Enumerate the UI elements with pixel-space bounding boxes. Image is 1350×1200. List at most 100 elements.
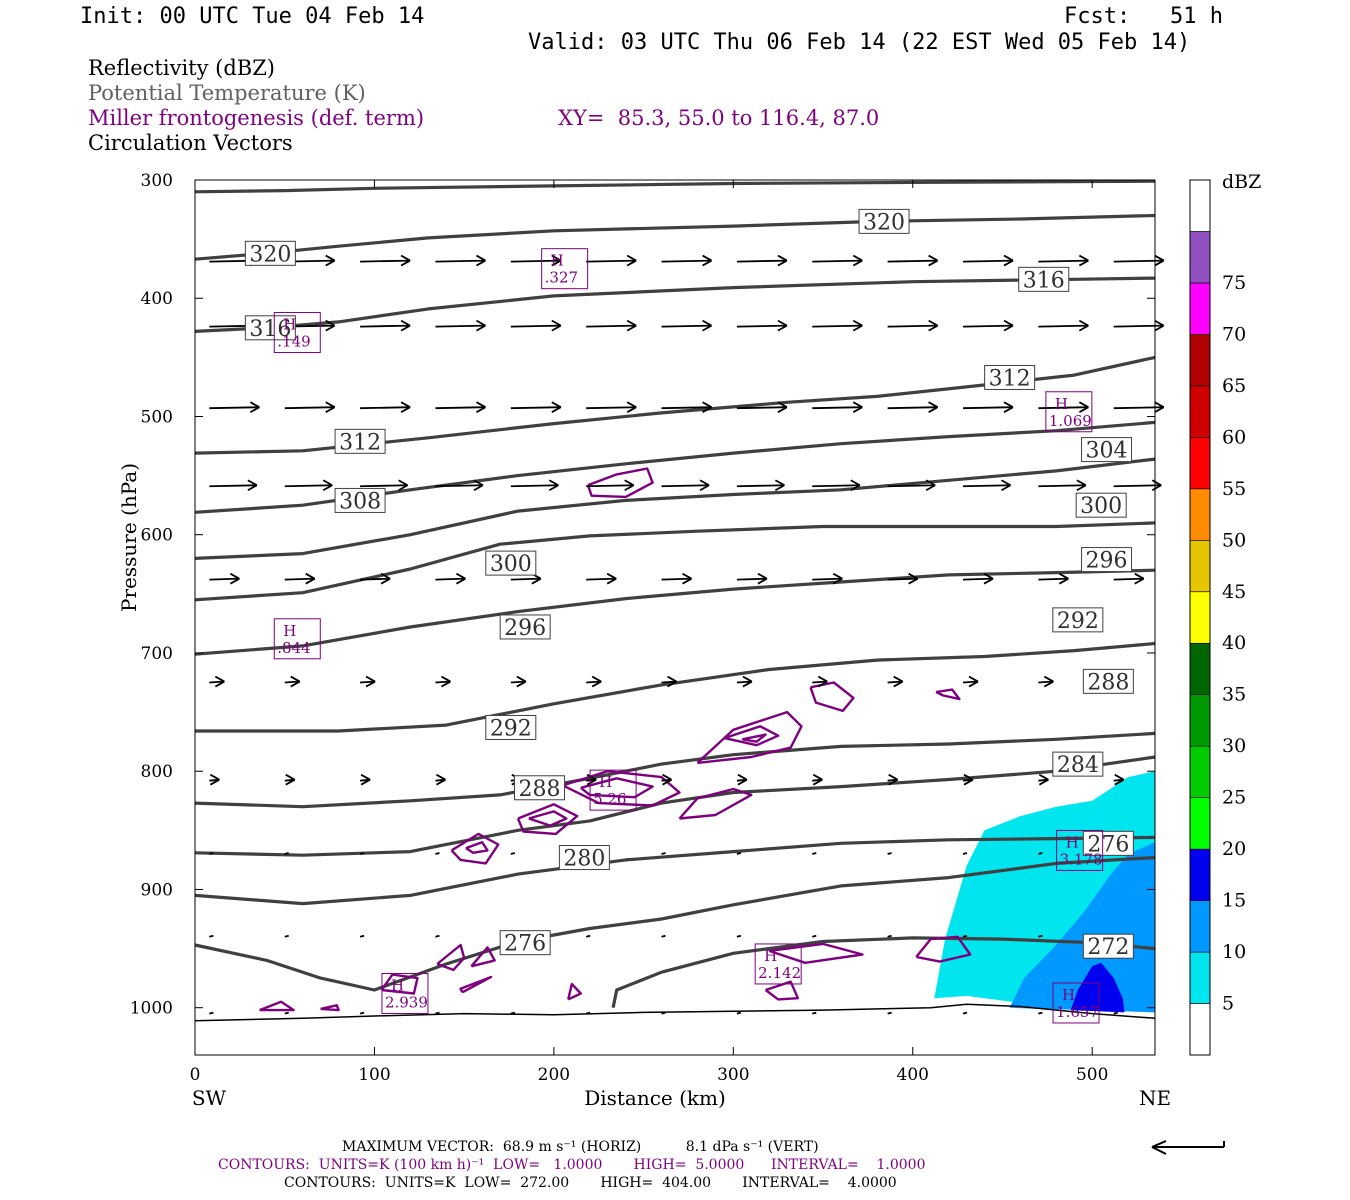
colorbar-swatch: [1189, 488, 1211, 541]
frontogenesis-high-box: [273, 618, 321, 660]
theta-label: 296: [504, 616, 546, 641]
frontogenesis-contour: [259, 1000, 295, 1012]
circulation-vector: [812, 1011, 817, 1015]
circulation-vector: [1038, 254, 1089, 267]
circulation-vector: [435, 254, 486, 267]
colorbar-label: 20: [1222, 838, 1246, 860]
frontogenesis-contour: [696, 710, 803, 765]
colorbar-label: 60: [1222, 426, 1246, 448]
frontogenesis-high-value: 2.142: [758, 964, 801, 982]
circulation-vector: [360, 401, 411, 413]
frontogenesis-contour: [459, 975, 493, 994]
frontogenesis-high-box: [381, 973, 429, 1015]
theta-label-box: [499, 614, 551, 640]
theta-label-box: [514, 775, 566, 801]
theta-label-box: [485, 714, 537, 740]
circulation-vector: [736, 572, 768, 585]
circulation-vector: [1113, 479, 1162, 492]
theta-label-box: [244, 240, 296, 266]
theta-line-280: [194, 835, 1156, 906]
theta-label: 288: [519, 777, 561, 802]
circulation-vector: [510, 852, 516, 855]
circulation-vector: [887, 401, 939, 413]
circulation-vector: [661, 401, 712, 413]
circulation-vector: [1113, 254, 1165, 267]
circulation-vector: [1038, 401, 1089, 413]
frontogenesis-high-box: [1056, 829, 1104, 871]
theta-label: 304: [1086, 439, 1128, 464]
colorbar-swatch: [1189, 179, 1211, 232]
circulation-vector: [1038, 675, 1054, 688]
frontogenesis-high-box: [1045, 391, 1093, 433]
circulation-vector: [360, 479, 409, 492]
refl-15dbz-area: [1070, 962, 1125, 1013]
theta-label: 312: [339, 430, 381, 455]
circulation-vector: [736, 319, 788, 332]
circulation-vector: [359, 852, 365, 855]
circulation-vector: [435, 572, 466, 585]
frontogenesis-contour: [465, 841, 489, 854]
theta-label-box: [1081, 437, 1133, 463]
circulation-vector: [359, 773, 371, 786]
colorbar-swatch: [1189, 745, 1211, 798]
circulation-vector: [284, 934, 289, 938]
xsec-endpoints: XY= 85.3, 55.0 to 116.4, 87.0: [558, 106, 880, 130]
valid-time: Valid: 03 UTC Thu 06 Feb 14 (22 EST Wed …: [528, 30, 1191, 55]
circulation-vector: [510, 401, 562, 413]
colorbar-swatch: [1189, 900, 1211, 953]
axes: 300 400 500 600 700 800 900 1000 0 100 200 300 400 50…: [117, 171, 1171, 1110]
circulation-vector: [812, 401, 863, 413]
frontogenesis-high-value: 2.939: [385, 994, 428, 1012]
circulation-vector: [812, 319, 863, 332]
plot-frame: [194, 179, 1156, 1056]
theta-label-box: [334, 428, 386, 454]
circulation-vector: [435, 479, 484, 492]
frontogenesis-contour: [935, 688, 961, 701]
circulation-vector: [510, 254, 562, 267]
frontogenesis-high-value: 1.657: [1056, 1003, 1099, 1021]
circulation-vector: [962, 572, 994, 585]
frontogenesis-contour: [320, 1004, 340, 1012]
colorbar-title: dBZ: [1222, 171, 1261, 193]
theta-line-304: [194, 457, 1156, 560]
circulation-vector: [661, 934, 666, 938]
theta-label-box: [1082, 668, 1134, 694]
circulation-vector: [284, 401, 336, 413]
theta-label: 292: [490, 716, 532, 741]
colorbar-swatch: [1189, 231, 1211, 284]
colorbar-label: 25: [1222, 787, 1246, 809]
circulation-vector: [1038, 1011, 1043, 1015]
x-axis-title: Distance (km): [584, 1086, 726, 1110]
circulation-vector: [435, 773, 446, 786]
y-tick-label: 900: [141, 880, 173, 900]
theta-label-box: [334, 487, 386, 513]
theta-line-300: [194, 521, 1156, 602]
x-tick-label: 400: [897, 1065, 929, 1085]
colorbar-swatch: [1189, 539, 1211, 593]
theta-line-284: [194, 755, 1156, 857]
circulation-vector: [585, 1011, 591, 1015]
theta-line-276: [194, 855, 1156, 992]
colorbar-label: 40: [1222, 632, 1246, 654]
y-axis-title: Pressure (hPa): [117, 463, 141, 612]
circulation-vector: [661, 254, 712, 267]
colorbar-swatch: [1189, 334, 1211, 387]
frontogenesis-contour: [586, 467, 654, 499]
theta-label-box: [1075, 492, 1127, 518]
footer-theta-contours: CONTOURS: UNITS=K LOW= 272.00 HIGH= 404.…: [284, 1175, 897, 1191]
colorbar-swatch: [1189, 385, 1211, 438]
circulation-vector: [435, 319, 486, 332]
frontogenesis-high-value: .844: [277, 639, 310, 657]
circulation-vector: [435, 1011, 440, 1015]
init-time: Init: 00 UTC Tue 04 Feb 14: [80, 4, 425, 29]
theta-label-box: [1082, 933, 1134, 959]
theta-line-320: [194, 213, 1156, 261]
colorbar-swatch: [1189, 951, 1211, 1004]
circulation-vector: [736, 675, 753, 688]
circulation-vector: [887, 934, 892, 938]
circulation-vector: [661, 773, 672, 786]
circulation-vector: [962, 852, 968, 855]
circulation-vector: [661, 675, 677, 688]
circulation-vector: [661, 852, 666, 855]
